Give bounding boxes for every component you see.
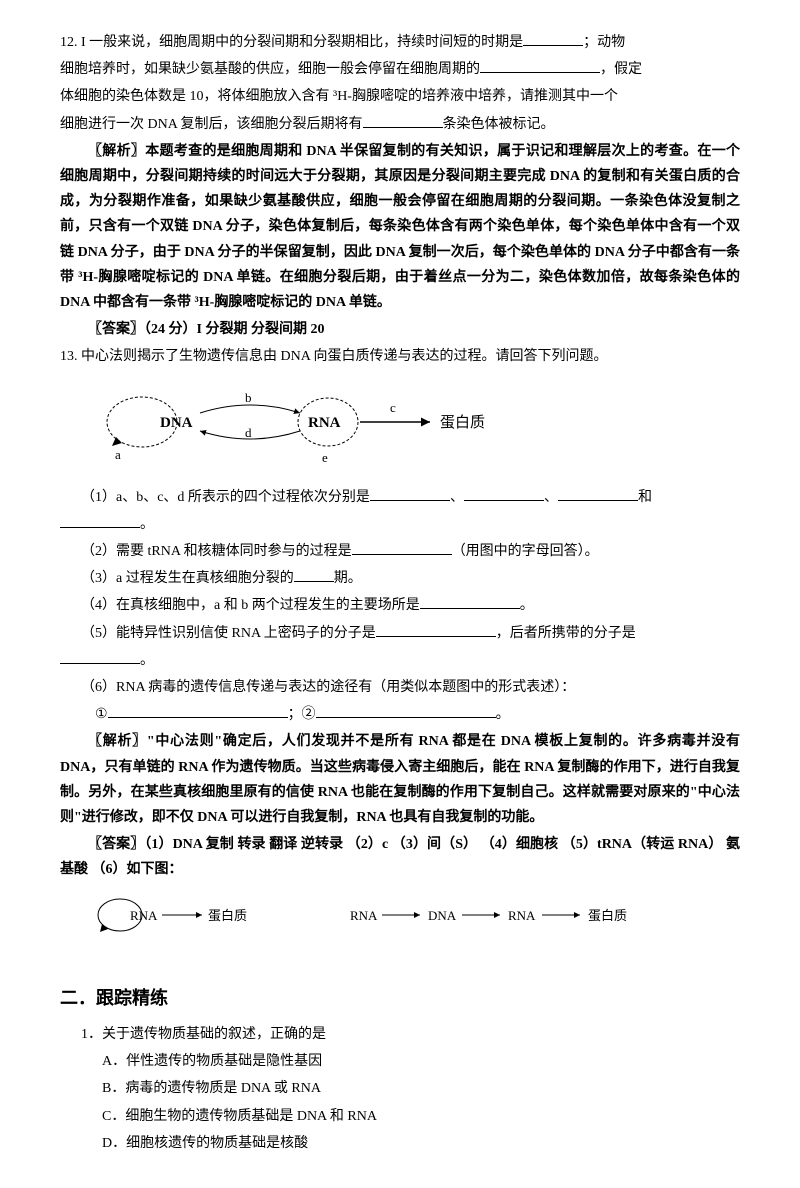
text: 细胞进行一次 DNA 复制后，该细胞分裂后期将有 <box>60 117 363 132</box>
blank <box>558 485 638 500</box>
text: 。 <box>140 517 154 532</box>
q13-s4: （4）在真核细胞中，a 和 b 两个过程发生的主要场所是 。 <box>60 593 740 618</box>
text: （2）需要 tRNA 和核糖体同时参与的过程是 <box>81 544 352 559</box>
text: ，假定 <box>600 62 642 77</box>
text: ，后者所携带的分子是 <box>496 626 636 641</box>
blank <box>363 112 443 127</box>
analysis-body: 本题考查的是细胞周期和 DNA 半保留复制的有关知识，属于识记和理解层次上的考查… <box>60 144 740 310</box>
rna-label2: RNA <box>130 908 158 923</box>
analysis-label: 〖解析〗 <box>88 734 147 749</box>
q13-s5: （5）能特异性识别信使 RNA 上密码子的分子是 ，后者所携带的分子是 <box>60 621 740 646</box>
analysis-body: "中心法则"确定后，人们发现并不是所有 RNA 都是在 DNA 模板上复制的。许… <box>60 734 740 825</box>
text: （4）在真核细胞中，a 和 b 两个过程发生的主要场所是 <box>81 598 420 613</box>
text: （5）能特异性识别信使 RNA 上密码子的分子是 <box>81 626 376 641</box>
blank <box>523 31 583 46</box>
dna-label2: DNA <box>428 908 457 923</box>
analysis-label: 〖解析〗 <box>88 144 145 159</box>
blank <box>480 58 600 73</box>
q13-stem: 13. 中心法则揭示了生物遗传信息由 DNA 向蛋白质传递与表达的过程。请回答下… <box>60 344 740 369</box>
q13-s2: （2）需要 tRNA 和核糖体同时参与的过程是 （用图中的字母回答）。 <box>60 539 740 564</box>
text: 细胞培养时，如果缺少氨基酸的供应，细胞一般会停留在细胞周期的 <box>60 62 480 77</box>
dna-label: DNA <box>160 415 193 431</box>
blank <box>352 540 452 555</box>
text: ① <box>95 707 108 722</box>
q13-answer: 〖答案〗（1）DNA 复制 转录 翻译 逆转录 （2）c （3）间（S） （4）… <box>60 832 740 882</box>
q13-analysis: 〖解析〗"中心法则"确定后，人们发现并不是所有 RNA 都是在 DNA 模板上复… <box>60 729 740 830</box>
protein-label: 蛋白质 <box>440 414 485 431</box>
blank <box>420 594 520 609</box>
arrow-b <box>200 405 300 413</box>
text: 体细胞的染色体数是 10，将体细胞放入含有 ³H-胸腺嘧啶的培养液中培养，请推测… <box>60 89 618 104</box>
blank <box>294 567 334 582</box>
label-b: b <box>245 390 252 405</box>
blank <box>370 485 450 500</box>
text: 和 <box>638 490 652 505</box>
q12-line1: 12. I 一般来说，细胞周期中的分裂间期和分裂期相比，持续时间短的时期是 ；动物 <box>60 30 740 55</box>
q13-s3: （3）a 过程发生在真核细胞分裂的 期。 <box>60 566 740 591</box>
blank <box>60 512 140 527</box>
blank <box>376 621 496 636</box>
text: 。 <box>140 653 154 668</box>
q12-line2: 细胞培养时，如果缺少氨基酸的供应，细胞一般会停留在细胞周期的 ，假定 <box>60 57 740 82</box>
diagram1-svg: DNA a b d RNA e c 蛋白质 <box>90 377 510 467</box>
p1-opt-b: B．病毒的遗传物质是 DNA 或 RNA <box>60 1076 740 1101</box>
q13-num: 13. <box>60 349 81 364</box>
label-d: d <box>245 425 252 440</box>
q12-analysis: 〖解析〗本题考查的是细胞周期和 DNA 半保留复制的有关知识，属于识记和理解层次… <box>60 139 740 315</box>
text: 一般来说，细胞周期中的分裂间期和分裂期相比，持续时间短的时期是 <box>89 35 523 50</box>
text: 。 <box>520 598 534 613</box>
section-2-heading: 二．跟踪精练 <box>60 982 740 1014</box>
loop-arrowhead <box>112 437 122 446</box>
text: 条染色体被标记。 <box>443 117 555 132</box>
label-c: c <box>390 400 396 415</box>
rna-label3: RNA <box>350 908 378 923</box>
text: ；② <box>288 707 316 722</box>
answer-diagram: RNA 蛋白质 RNA DNA RNA 蛋白质 <box>90 890 740 949</box>
text: （1）a、b、c、d 所表示的四个过程依次分别是 <box>81 490 370 505</box>
text: 。 <box>496 707 510 722</box>
text: 期。 <box>334 571 362 586</box>
rna-label4: RNA <box>508 908 536 923</box>
text: （用图中的字母回答）。 <box>452 544 599 559</box>
answer-body: （1）DNA 复制 转录 翻译 逆转录 （2）c （3）间（S） （4）细胞核 … <box>60 837 740 877</box>
p1-num: 1． <box>81 1027 102 1042</box>
text: 关于遗传物质基础的叙述，正确的是 <box>102 1027 326 1042</box>
label-e: e <box>322 450 328 465</box>
central-dogma-diagram: DNA a b d RNA e c 蛋白质 <box>90 377 740 476</box>
blank <box>316 703 496 718</box>
p1-stem: 1．关于遗传物质基础的叙述，正确的是 <box>60 1022 740 1047</box>
q12-answer: 〖答案〗（24 分）I 分裂期 分裂间期 20 <box>60 317 740 342</box>
q13-s5b: 。 <box>60 648 740 673</box>
blank <box>108 703 288 718</box>
q12-num: 12. I <box>60 35 89 50</box>
q13-s6: （6）RNA 病毒的遗传信息传递与表达的途径有（用类似本题图中的形式表述）： <box>60 675 740 700</box>
protein-label2: 蛋白质 <box>208 908 247 923</box>
protein-label3: 蛋白质 <box>588 908 627 923</box>
text: （6）RNA 病毒的遗传信息传递与表达的途径有（用类似本题图中的形式表述）： <box>81 680 575 695</box>
label-a: a <box>115 447 121 462</box>
p1-opt-d: D．细胞核遗传的物质基础是核酸 <box>60 1131 740 1156</box>
answer-body: （24 分）I 分裂期 分裂间期 20 <box>144 322 324 337</box>
q13-s1b: 。 <box>60 512 740 537</box>
diagram2-svg: RNA 蛋白质 RNA DNA RNA 蛋白质 <box>90 890 690 940</box>
blank <box>464 485 544 500</box>
p1-opt-c: C．细胞生物的遗传物质基础是 DNA 和 RNA <box>60 1104 740 1129</box>
q13-s1: （1）a、b、c、d 所表示的四个过程依次分别是、、和 <box>60 485 740 510</box>
p1-opt-a: A．伴性遗传的物质基础是隐性基因 <box>60 1049 740 1074</box>
text: ；动物 <box>583 35 625 50</box>
answer-label: 〖答案〗 <box>88 837 144 852</box>
rna-label: RNA <box>308 415 341 431</box>
blank <box>60 648 140 663</box>
text: 中心法则揭示了生物遗传信息由 DNA 向蛋白质传递与表达的过程。请回答下列问题。 <box>81 349 608 364</box>
answer-label: 〖答案〗 <box>88 322 144 337</box>
q12-line4: 细胞进行一次 DNA 复制后，该细胞分裂后期将有 条染色体被标记。 <box>60 112 740 137</box>
text: （3）a 过程发生在真核细胞分裂的 <box>81 571 294 586</box>
q12-line3: 体细胞的染色体数是 10，将体细胞放入含有 ³H-胸腺嘧啶的培养液中培养，请推测… <box>60 84 740 109</box>
q13-s6b: ① ；② 。 <box>60 702 740 727</box>
